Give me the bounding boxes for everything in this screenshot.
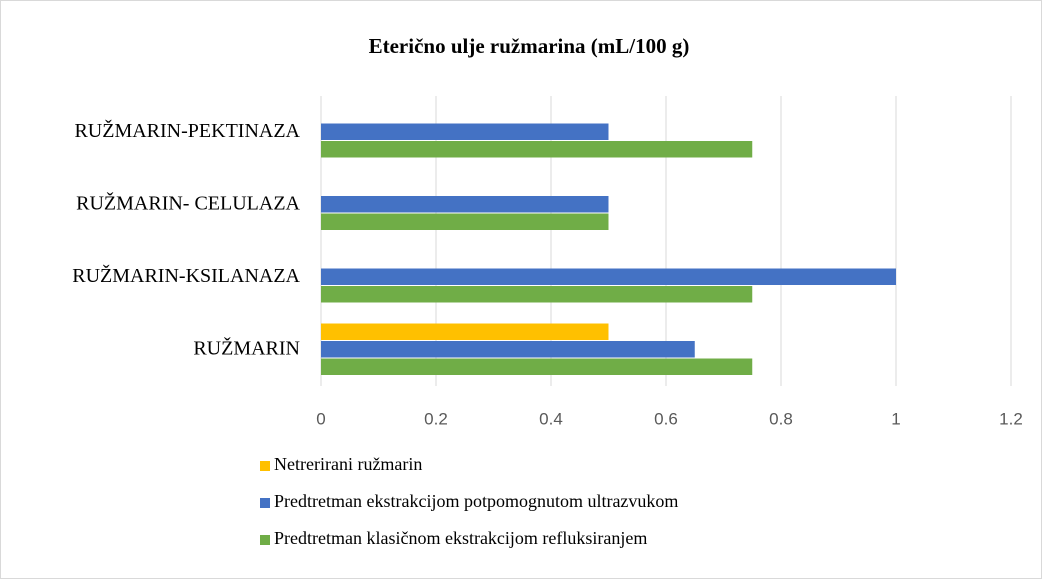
bar bbox=[321, 341, 695, 358]
x-tick-label: 0.2 bbox=[424, 409, 448, 428]
x-tick-label: 1.2 bbox=[999, 409, 1023, 428]
bar bbox=[321, 213, 609, 230]
y-tick-label: RUŽMARIN-PEKTINAZA bbox=[74, 119, 300, 142]
x-tick-label: 0 bbox=[316, 409, 325, 428]
bar bbox=[321, 358, 753, 375]
x-tick-label: 0.6 bbox=[654, 409, 678, 428]
bar bbox=[321, 286, 753, 303]
legend-label: Predtretman ekstrakcijom potpomognutom u… bbox=[274, 491, 678, 511]
bar bbox=[321, 196, 609, 213]
legend-label: Netrerirani ružmarin bbox=[274, 454, 422, 474]
x-tick-label: 1 bbox=[891, 409, 900, 428]
legend-swatch bbox=[260, 498, 270, 508]
y-tick-label: RUŽMARIN-KSILANAZA bbox=[72, 264, 300, 287]
legend-label: Predtretman klasičnom ekstrakcijom reflu… bbox=[274, 528, 647, 548]
bar bbox=[321, 323, 609, 340]
legend-swatch bbox=[260, 461, 270, 471]
x-tick-label: 0.8 bbox=[769, 409, 793, 428]
chart-title: Eterično ulje ružmarina (mL/100 g) bbox=[369, 34, 690, 58]
x-tick-label: 0.4 bbox=[539, 409, 563, 428]
legend-swatch bbox=[260, 535, 270, 545]
bar bbox=[321, 141, 753, 158]
bar bbox=[321, 123, 609, 140]
y-tick-label: RUŽMARIN- CELULAZA bbox=[76, 191, 300, 214]
bar bbox=[321, 268, 896, 285]
y-tick-label: RUŽMARIN bbox=[193, 336, 300, 359]
